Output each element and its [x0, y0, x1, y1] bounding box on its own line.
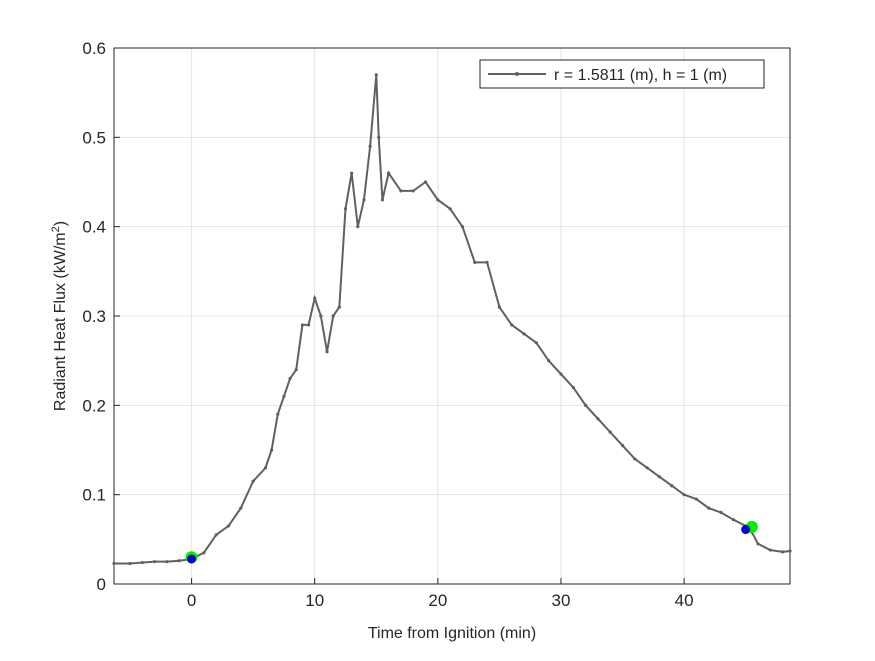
x-tick-label: 10	[305, 591, 324, 610]
y-tick-label: 0.5	[82, 128, 106, 147]
legend-label: r = 1.5811 (m), h = 1 (m)	[554, 67, 727, 84]
y-axis-label: Radiant Heat Flux (kW/m2)	[50, 221, 69, 411]
x-tick-label: 0	[187, 591, 196, 610]
y-label-text: Radiant Heat Flux (kW/m	[52, 232, 69, 411]
point-marker	[187, 554, 197, 564]
x-axis-label: Time from Ignition (min)	[368, 625, 536, 642]
y-tick-label: 0.6	[82, 39, 106, 58]
y-tick-label: 0	[97, 575, 106, 594]
y-tick-label: 0.2	[82, 396, 106, 415]
legend-dot	[515, 72, 519, 76]
x-tick-label: 40	[675, 591, 694, 610]
point-marker	[741, 525, 751, 535]
y-label-suffix: )	[52, 221, 69, 226]
data-line	[112, 73, 792, 566]
y-label-superscript: 2	[50, 226, 62, 232]
y-tick-label: 0.1	[82, 486, 106, 505]
x-tick-label: 30	[552, 591, 571, 610]
y-tick-label: 0.4	[82, 218, 106, 237]
x-tick-label: 20	[428, 591, 447, 610]
y-tick-label: 0.3	[82, 307, 106, 326]
